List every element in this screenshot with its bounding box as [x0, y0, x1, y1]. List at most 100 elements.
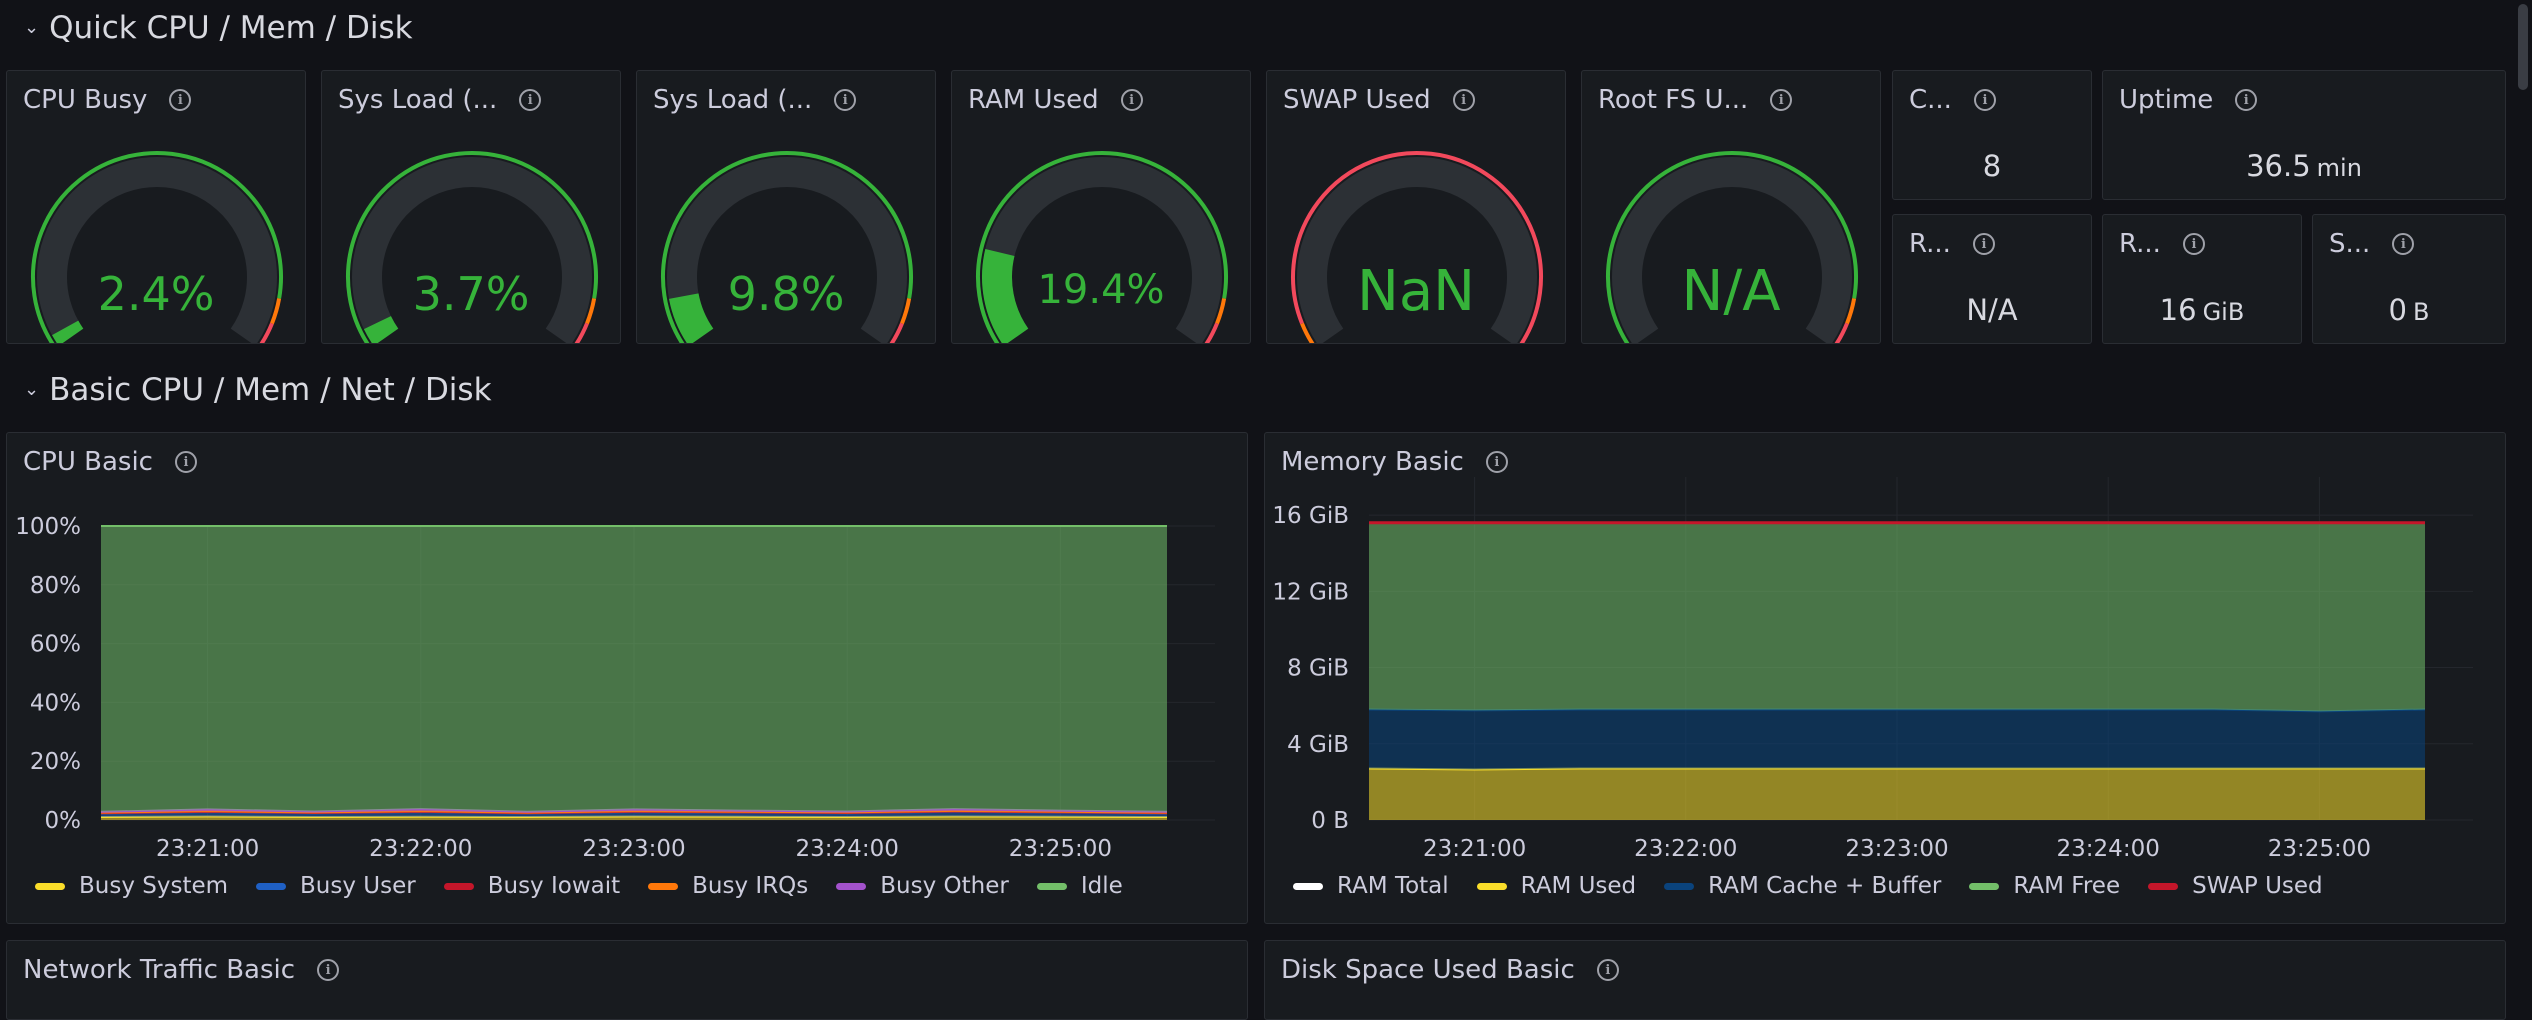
- legend-swatch: [648, 882, 679, 890]
- x-tick-label: 23:23:00: [1845, 836, 1948, 862]
- gauge-panel[interactable]: Sys Load (... i 9.8%: [636, 70, 936, 344]
- info-icon[interactable]: i: [2235, 89, 2258, 111]
- info-icon[interactable]: i: [1596, 959, 1619, 981]
- y-tick-label: 8 GiB: [1287, 656, 1349, 682]
- gauge-arc: [1606, 151, 1858, 343]
- legend-label: Busy Other: [880, 873, 1009, 899]
- gauge-panel[interactable]: CPU Busy i 2.4%: [6, 70, 306, 344]
- gauge-panel[interactable]: RAM Used i 19.4%: [951, 70, 1251, 344]
- panel-network-traffic[interactable]: Network Traffic Basic i: [6, 940, 1248, 1020]
- gauge-track: [667, 157, 907, 343]
- legend-swatch: [1664, 882, 1695, 890]
- threshold-green: [31, 151, 283, 343]
- legend-item[interactable]: SWAP Used: [2148, 873, 2323, 899]
- legend-swatch: [443, 882, 474, 890]
- y-tick-label: 16 GiB: [1272, 503, 1349, 529]
- gauge-fill: [52, 320, 84, 343]
- legend-item[interactable]: Busy User: [256, 873, 416, 899]
- stat-panel-uptime[interactable]: Uptime i 36.5 min: [2102, 70, 2506, 200]
- info-icon[interactable]: i: [1485, 451, 1508, 473]
- threshold-red: [259, 322, 274, 343]
- chevron-down-icon: ⌄: [24, 16, 40, 38]
- legend-item[interactable]: RAM Used: [1476, 873, 1637, 899]
- legend-item[interactable]: RAM Cache + Buffer: [1664, 873, 1941, 899]
- threshold-red: [574, 322, 589, 343]
- panel-memory-basic[interactable]: Memory Basic i 0 B 4 GiB 8 GiB 12 GiB 16 GiB 2…: [1264, 432, 2506, 924]
- info-icon[interactable]: i: [1452, 89, 1475, 111]
- threshold-red: [889, 322, 904, 343]
- info-icon[interactable]: i: [2392, 233, 2415, 255]
- info-icon[interactable]: i: [519, 89, 542, 111]
- row-header-basic[interactable]: ⌄ Basic CPU / Mem / Net / Disk: [24, 370, 492, 410]
- threshold-green: [976, 151, 1228, 343]
- stat-panel-rootfs-total[interactable]: R... i N/A: [1892, 214, 2092, 344]
- info-icon[interactable]: i: [834, 89, 857, 111]
- x-tick-label: 23:22:00: [1634, 836, 1737, 862]
- gauge-panel[interactable]: Sys Load (... i 3.7%: [321, 70, 621, 344]
- legend-item[interactable]: Busy IRQs: [648, 873, 808, 899]
- info-icon[interactable]: i: [169, 89, 192, 111]
- page-scrollbar[interactable]: [2518, 4, 2528, 90]
- legend-item[interactable]: Busy Other: [836, 873, 1009, 899]
- gauge-track: [1297, 157, 1537, 343]
- panel-title: Network Traffic Basic: [23, 955, 296, 985]
- legend-swatch: [35, 882, 65, 890]
- info-icon[interactable]: i: [2182, 233, 2205, 255]
- info-icon[interactable]: i: [1973, 89, 1996, 111]
- legend-label: RAM Used: [1520, 873, 1637, 899]
- legend-label: RAM Cache + Buffer: [1708, 873, 1942, 899]
- y-tick-label: 60%: [30, 632, 81, 658]
- info-icon[interactable]: i: [1972, 233, 1995, 255]
- y-tick-label: 12 GiB: [1272, 579, 1349, 605]
- panel-title: RAM Used: [968, 85, 1099, 115]
- row-title: Basic CPU / Mem / Net / Disk: [49, 372, 492, 408]
- series-line-ram-cache-buffer: [1368, 708, 2426, 713]
- threshold-orange: [1215, 298, 1227, 325]
- legend-swatch: [1036, 882, 1067, 890]
- y-tick-label: 80%: [30, 573, 81, 599]
- cpu-basic-chart[interactable]: 0% 20% 40% 60% 80% 100% 23:21:00 23:22:00 23:23:…: [7, 433, 1247, 923]
- gauge-track: [37, 157, 277, 343]
- info-icon[interactable]: i: [174, 451, 197, 473]
- chart-legend: Busy System Busy User Busy Iowait Busy IRQs…: [35, 873, 1123, 899]
- threshold-orange: [270, 298, 282, 325]
- gauge-arc: [346, 151, 598, 343]
- panel-title: Memory Basic: [1281, 447, 1464, 477]
- threshold-orange: [1845, 298, 1857, 325]
- x-tick-label: 23:25:00: [2268, 836, 2371, 862]
- gauge-panel[interactable]: Root FS U... i N/A: [1581, 70, 1881, 344]
- gauge-value: 19.4%: [1037, 267, 1165, 313]
- gauge-track: [352, 157, 592, 343]
- legend-label: RAM Free: [2013, 873, 2121, 899]
- gauge-panel[interactable]: SWAP Used i NaN: [1266, 70, 1566, 344]
- x-tick-label: 23:21:00: [156, 836, 259, 862]
- legend-item[interactable]: RAM Total: [1293, 873, 1449, 899]
- memory-basic-chart[interactable]: 0 B 4 GiB 8 GiB 12 GiB 16 GiB 23:21:00 23:22:0…: [1265, 433, 2505, 923]
- gauge-fill: [363, 315, 399, 343]
- gauge-arc: [976, 151, 1228, 343]
- panel-title: Sys Load (...: [653, 85, 813, 115]
- info-icon[interactable]: i: [1120, 89, 1143, 111]
- legend-swatch: [2148, 882, 2179, 890]
- gauge-track: [1612, 157, 1852, 343]
- gauge-value: 3.7%: [412, 267, 530, 321]
- threshold-orange: [585, 298, 597, 325]
- legend-item[interactable]: Busy System: [35, 873, 228, 899]
- row-header-quick[interactable]: ⌄ Quick CPU / Mem / Disk: [24, 8, 413, 48]
- panel-title: R...: [1909, 229, 1951, 259]
- info-icon[interactable]: i: [1770, 89, 1793, 111]
- stat-value: 8: [1982, 149, 2002, 183]
- chart-legend: RAM Total RAM Used RAM Cache + Buffer RAM F…: [1293, 873, 2323, 899]
- legend-swatch: [1476, 882, 1507, 890]
- panel-cpu-basic[interactable]: CPU Basic i 0% 20% 40% 60% 80% 100% 23:21:00 23:…: [6, 432, 1248, 924]
- legend-label: Idle: [1080, 873, 1123, 899]
- legend-item[interactable]: Idle: [1036, 873, 1123, 899]
- stat-panel-ram-total[interactable]: R... i 16 GiB: [2102, 214, 2302, 344]
- legend-item[interactable]: Busy Iowait: [443, 873, 620, 899]
- panel-disk-space[interactable]: Disk Space Used Basic i: [1264, 940, 2506, 1020]
- stat-panel-cores[interactable]: C... i 8: [1892, 70, 2092, 200]
- legend-item[interactable]: RAM Free: [1969, 873, 2120, 899]
- info-icon[interactable]: i: [317, 959, 340, 981]
- series-area-idle: [101, 526, 1167, 812]
